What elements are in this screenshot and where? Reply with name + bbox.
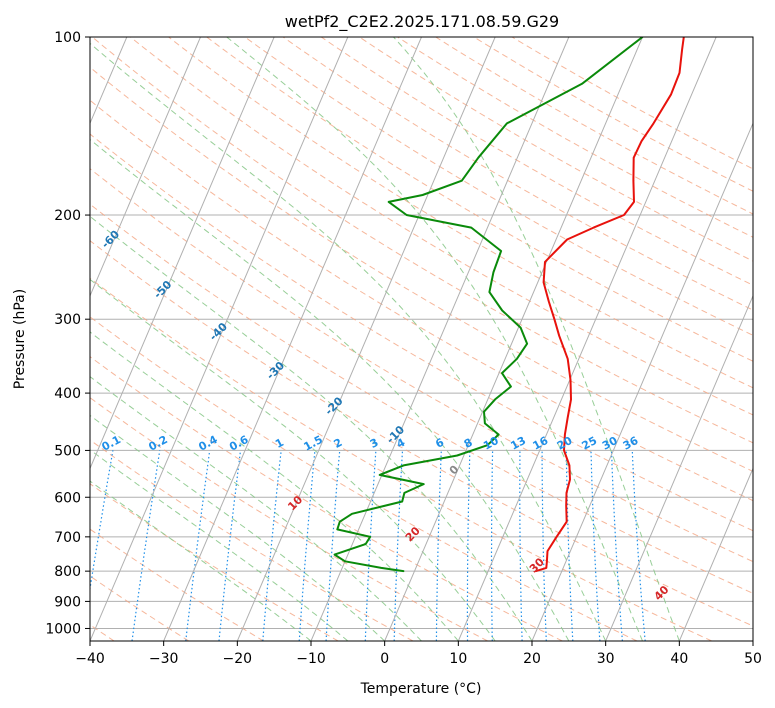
temperature-profile-line: [535, 37, 685, 573]
dry-adiabat-line: [206, 37, 753, 362]
plot-frame: [89, 36, 754, 642]
y-tick-label: 300: [54, 312, 81, 328]
isotherm-line: [457, 37, 717, 641]
x-tick-label: 20: [523, 651, 541, 667]
y-tick-label: 400: [54, 386, 81, 402]
dry-adiabat-line: [130, 37, 753, 416]
mixing-ratio-label: 20: [555, 434, 575, 453]
pressure-gridlines: [90, 37, 753, 629]
dry-adiabat-line: [90, 439, 414, 641]
mixing-ratio-line: [185, 450, 211, 641]
mixing-ratio-label: 36: [621, 434, 641, 453]
mixing-ratio-label: 16: [531, 434, 551, 453]
isotherm-line: [90, 37, 201, 298]
dry-adiabat-line: [90, 168, 753, 563]
isotherms: [90, 37, 753, 641]
moist-adiabat-line: [90, 215, 533, 641]
mixing-ratio-label: 13: [508, 434, 528, 453]
isotherm-label: -70: [47, 176, 70, 199]
moist-adiabats: [90, 37, 680, 641]
x-tick-label: 50: [744, 651, 762, 667]
dry-adiabat-line: [90, 66, 753, 472]
y-tick-label: 1000: [45, 621, 81, 637]
moist-adiabat-line: [90, 376, 422, 641]
mixing-ratio-label: 10: [481, 434, 501, 453]
plot-background: [90, 37, 753, 641]
dry-adiabat-line: [90, 356, 563, 641]
dry-adiabat-line: [90, 133, 753, 532]
isotherm-line: [90, 37, 275, 470]
mixing-ratio-line: [262, 450, 282, 641]
isotherm-line: [310, 37, 570, 641]
x-tick-label: 40: [670, 651, 688, 667]
dry-adiabat-line: [90, 203, 753, 594]
isotherm-line: [163, 37, 422, 641]
dry-adiabat-line: [168, 37, 753, 389]
moist-adiabat-line: [90, 331, 459, 641]
x-tick-label: 10: [449, 651, 467, 667]
dewpoint-profile-line: [333, 37, 644, 573]
y-axis-label: Pressure (hPa): [12, 289, 28, 389]
moist-adiabat-line: [90, 480, 312, 641]
y-axis-ticks: 100 200 300 400 500 600 700 800 900 1000: [45, 30, 90, 637]
isotherm-line: [236, 37, 496, 641]
x-tick-label: −30: [149, 651, 179, 667]
x-tick-label: 0: [380, 651, 389, 667]
x-axis-label: Temperature (°C): [360, 681, 482, 697]
x-tick-label: −40: [75, 651, 105, 667]
y-tick-label: 800: [54, 564, 81, 580]
dry-adiabat-line: [90, 316, 638, 641]
moist-adiabat-line: [90, 414, 386, 641]
isotherm-line: [384, 37, 643, 641]
chart-title: wetPf2_C2E2.2025.171.08.59.G29: [285, 12, 559, 32]
dry-adiabat-line: [91, 37, 753, 444]
dry-adiabat-line: [90, 240, 753, 627]
isotherm-line: [605, 294, 753, 641]
mixing-ratio-label: 25: [580, 434, 600, 453]
x-tick-label: 30: [597, 651, 615, 667]
moist-adiabat-line: [90, 449, 349, 641]
mixing-ratio-label: 30: [600, 434, 620, 453]
moist-adiabat-line: [90, 138, 570, 641]
x-tick-label: −10: [296, 651, 326, 667]
y-tick-label: 600: [54, 490, 81, 506]
moist-adiabat-line: [90, 42, 607, 641]
y-tick-label: 900: [54, 594, 81, 610]
mixing-ratio-line: [218, 450, 242, 641]
x-axis-ticks: −40 −30 −20 −10 0 10 20 30 40 50: [75, 641, 762, 667]
moist-adiabat-line: [226, 37, 643, 641]
profile-series: [333, 37, 685, 573]
y-tick-label: 200: [54, 208, 81, 224]
isotherm-label: -80: [0, 132, 16, 155]
isotherm-line: [531, 122, 753, 641]
isotherm-line: [678, 467, 753, 641]
y-tick-label: 700: [54, 530, 81, 546]
isotherm-line: [90, 37, 349, 641]
y-tick-label: 500: [54, 443, 81, 459]
moist-adiabat-line: [90, 278, 496, 641]
x-tick-label: −20: [223, 651, 253, 667]
dry-adiabats: [90, 37, 753, 641]
isotherm-line: [752, 639, 753, 641]
mixing-ratio-line: [90, 450, 114, 593]
y-tick-label: 100: [54, 30, 81, 46]
